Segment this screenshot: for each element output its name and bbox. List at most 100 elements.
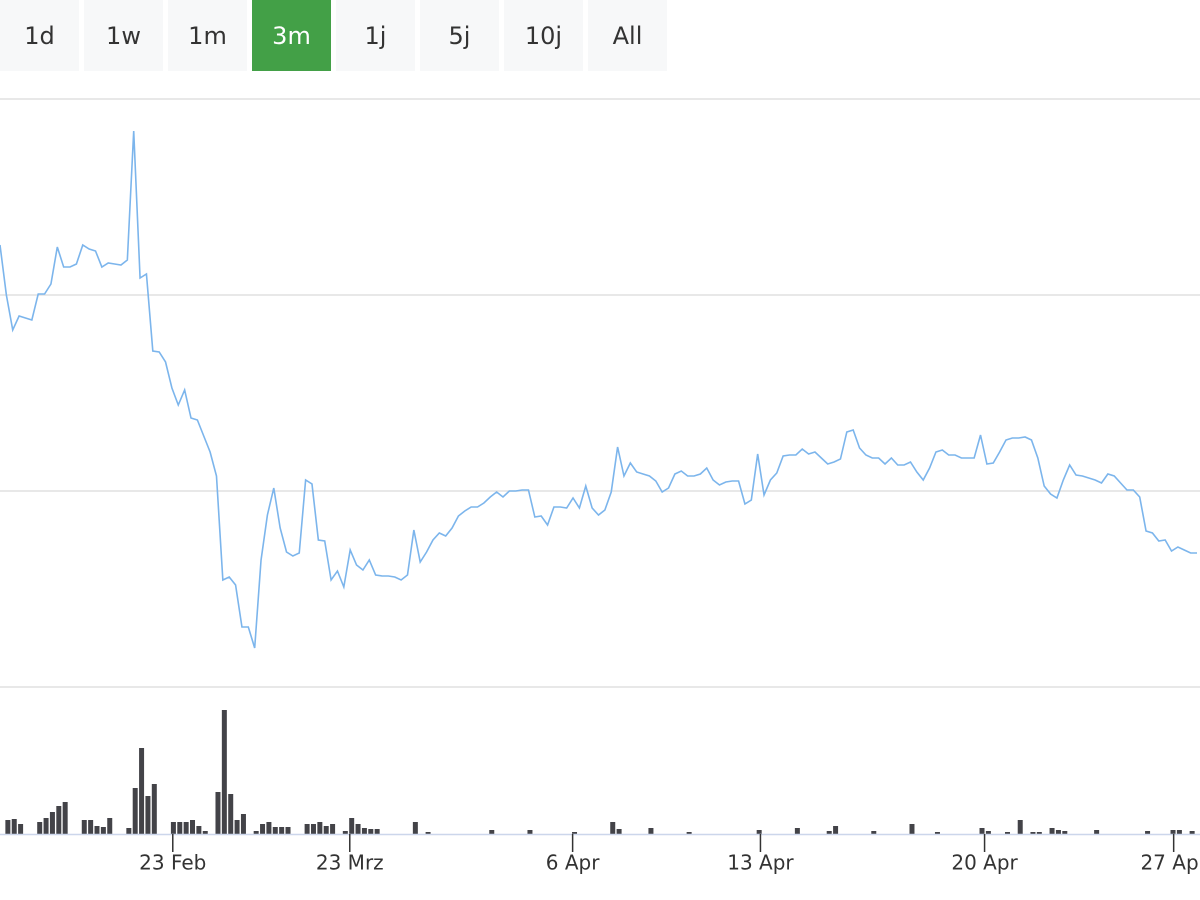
volume-bar [81, 820, 87, 834]
volume-bar [304, 824, 310, 834]
volume-bar [1170, 830, 1176, 834]
volume-bar [139, 748, 145, 834]
volume-bar [330, 824, 336, 834]
range-button[interactable] [504, 0, 583, 71]
range-button-label[interactable]: 5j [449, 22, 471, 50]
x-tick-label: 23 Feb [139, 851, 206, 875]
volume-bar [1094, 830, 1100, 834]
volume-bar [183, 822, 189, 834]
volume-bar [215, 792, 221, 834]
volume-bar [1030, 832, 1036, 834]
volume-bar [909, 824, 915, 834]
volume-bar [368, 829, 374, 834]
volume-bar [1062, 831, 1068, 834]
range-button-label[interactable]: 10j [525, 22, 562, 50]
volume-bar [794, 828, 800, 834]
range-button-label[interactable]: 3m [272, 22, 311, 50]
volume-bar [107, 818, 113, 834]
volume-bar [253, 831, 259, 834]
volume-bar [1145, 831, 1151, 834]
volume-bar [196, 826, 202, 834]
volume-bar [279, 827, 285, 834]
range-button-label[interactable]: All [613, 22, 643, 50]
range-button[interactable] [336, 0, 415, 71]
range-button[interactable] [84, 0, 163, 71]
range-button[interactable] [420, 0, 499, 71]
volume-bar [323, 826, 329, 834]
volume-bar [285, 827, 291, 834]
volume-bar [425, 832, 431, 834]
volume-bar [934, 832, 940, 834]
volume-bar [826, 831, 832, 834]
volume-bar [1004, 832, 1010, 834]
range-button[interactable] [588, 0, 667, 71]
volume-bar [272, 827, 278, 834]
volume-bar [489, 830, 495, 834]
volume-bar [240, 814, 246, 834]
volume-bar [260, 824, 266, 834]
range-button[interactable] [0, 0, 79, 71]
volume-bar [355, 824, 361, 834]
volume-bar [202, 831, 208, 834]
volume-bar [62, 802, 68, 834]
price-line [0, 130, 1197, 649]
volume-bar [412, 822, 418, 834]
range-button-label[interactable]: 1w [106, 22, 141, 50]
x-tick-label: 27 Apr [1140, 851, 1200, 875]
volume-bar [221, 710, 227, 834]
volume-bar [1189, 831, 1195, 834]
volume-bar [310, 824, 316, 834]
x-tick-label: 23 Mrz [316, 851, 384, 875]
volume-bar [1017, 820, 1023, 834]
volume-bar [871, 831, 877, 834]
volume-bar [616, 829, 622, 834]
volume-bar [11, 819, 17, 834]
volume-bar [56, 806, 62, 834]
range-button[interactable] [168, 0, 247, 71]
volume-bar [18, 824, 24, 834]
x-tick-label: 13 Apr [727, 851, 794, 875]
x-tick-label: 6 Apr [546, 851, 600, 875]
volume-bar [349, 818, 355, 834]
volume-bar [100, 827, 106, 834]
volume-bar [833, 826, 839, 834]
volume-bar [572, 832, 578, 834]
range-button[interactable] [252, 0, 331, 71]
volume-bar [190, 820, 196, 834]
volume-bar [88, 820, 94, 834]
volume-bar [610, 822, 616, 834]
range-button-label[interactable]: 1d [24, 22, 55, 50]
volume-bar [177, 822, 183, 834]
volume-bar [648, 828, 654, 834]
volume-bar [361, 828, 367, 834]
volume-bar [43, 818, 49, 834]
volume-bar [317, 822, 323, 834]
volume-bar [985, 831, 991, 834]
volume-bar [49, 812, 55, 834]
volume-bar [228, 794, 234, 834]
volume-bar [1049, 828, 1055, 834]
range-button-label[interactable]: 1j [365, 22, 387, 50]
volume-bar [5, 820, 11, 834]
range-button-label[interactable]: 1m [188, 22, 227, 50]
volume-bar [151, 784, 157, 834]
volume-bar [266, 822, 272, 834]
x-tick-label: 20 Apr [951, 851, 1018, 875]
volume-bar [234, 820, 240, 834]
volume-bar [1036, 832, 1042, 834]
volume-bar [145, 796, 151, 834]
volume-bar [170, 822, 176, 834]
volume-bar [374, 829, 380, 834]
volume-bar [979, 828, 985, 834]
volume-bar [1176, 830, 1182, 834]
volume-bar [132, 788, 138, 834]
volume-bar [126, 828, 132, 834]
volume-bar [756, 830, 762, 834]
volume-bar [686, 832, 692, 834]
volume-bar [527, 830, 533, 834]
volume-bar [342, 831, 348, 834]
volume-bar [37, 822, 43, 834]
volume-bar [1055, 830, 1061, 834]
